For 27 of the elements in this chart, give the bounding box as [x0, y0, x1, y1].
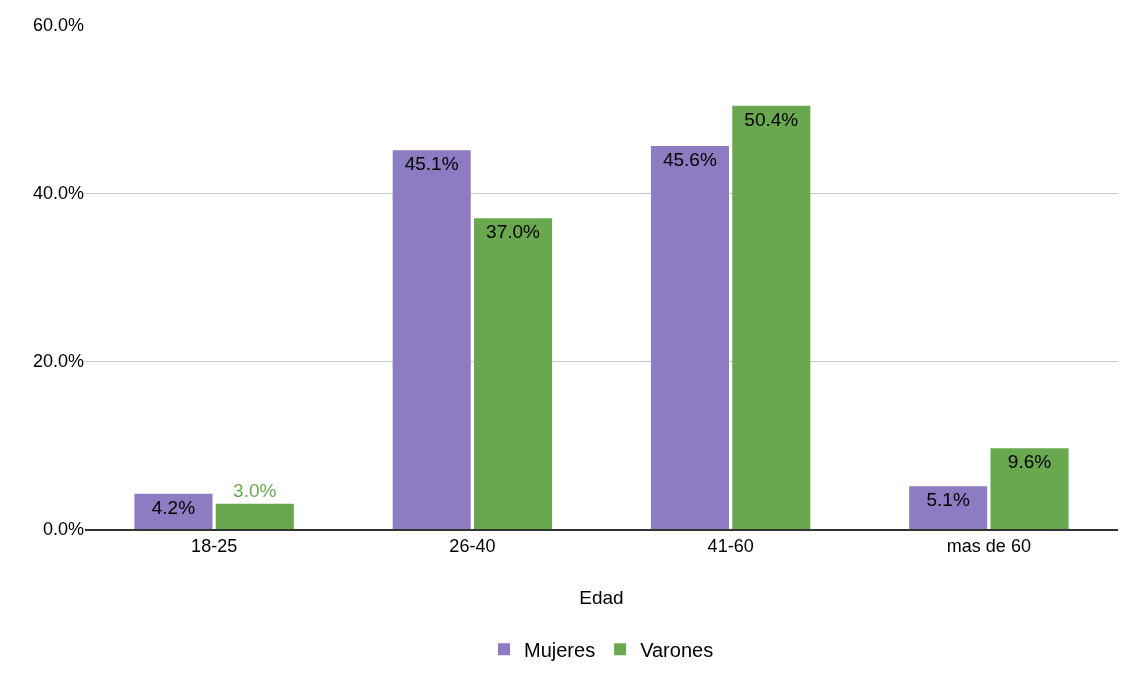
x-tick-label: 41-60	[707, 536, 754, 557]
x-axis-title: Edad	[579, 586, 624, 608]
data-label: 45.6%	[662, 148, 717, 170]
data-label: 9.6%	[1007, 451, 1052, 473]
bar	[392, 150, 471, 529]
y-tick-label: 40.0%	[32, 183, 84, 204]
bar	[215, 503, 294, 529]
bar	[134, 493, 213, 529]
data-label: 4.2%	[151, 496, 196, 518]
bar	[732, 105, 811, 529]
data-label: 3.0%	[233, 479, 277, 501]
data-label: 50.4%	[744, 108, 799, 130]
bar	[474, 218, 553, 529]
x-tick-label: 26-40	[449, 536, 496, 557]
x-tick-label: 18-25	[191, 536, 238, 557]
legend-label: Varones	[640, 639, 714, 662]
legend-label: Mujeres	[524, 639, 596, 662]
data-label: 45.1%	[404, 153, 459, 175]
y-tick-label: 60.0%	[32, 15, 84, 36]
y-tick-label: 0.0%	[42, 519, 84, 540]
y-tick-label: 20.0%	[32, 351, 84, 372]
bar	[650, 145, 729, 529]
data-label: 37.0%	[486, 221, 541, 243]
x-tick-label: mas de 60	[946, 536, 1031, 557]
bar	[990, 448, 1069, 529]
data-label: 5.1%	[926, 489, 970, 511]
bar	[909, 486, 988, 529]
